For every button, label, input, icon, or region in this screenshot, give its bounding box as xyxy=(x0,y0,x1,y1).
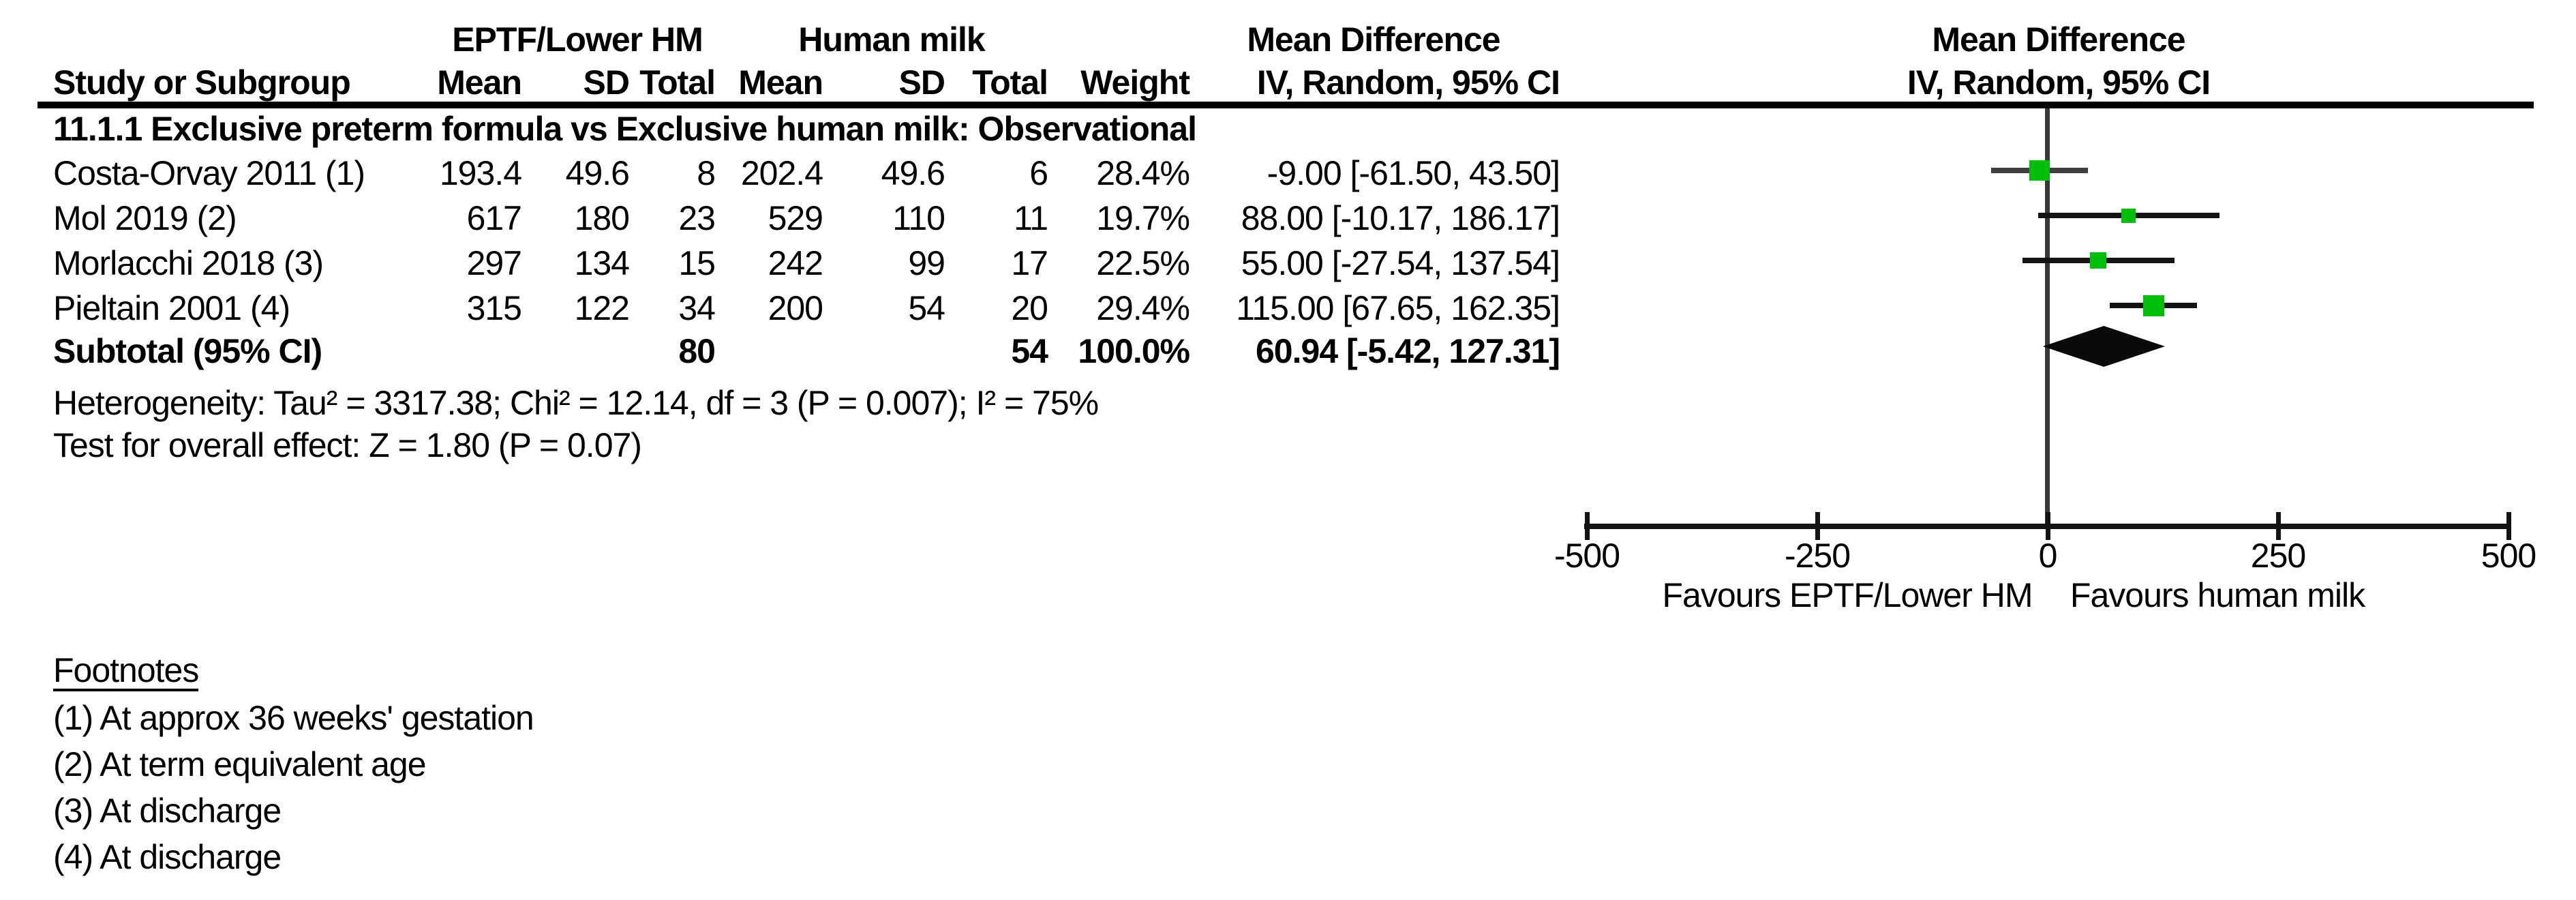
subtotal-label: Subtotal (95% CI) xyxy=(53,332,322,370)
cell-mean2: 242 xyxy=(768,244,823,282)
cell-weight: 29.4% xyxy=(1096,289,1190,327)
footnotes-title: Footnotes xyxy=(53,653,199,691)
axis-tick-label: -500 xyxy=(1554,537,1620,575)
col-header-weight: Weight xyxy=(1080,63,1190,102)
col-header-ci-plot: IV, Random, 95% CI xyxy=(1907,63,2211,102)
cell-mean1: 617 xyxy=(466,199,522,237)
cell-mean2: 529 xyxy=(768,199,823,237)
study-name: Costa-Orvay 2011 (1) xyxy=(53,154,365,192)
cell-total1: 23 xyxy=(678,199,716,237)
group1-header: EPTF/Lower HM xyxy=(452,20,703,59)
cell-ci_text: 88.00 [-10.17, 186.17] xyxy=(1241,199,1560,237)
cell-sd2: 49.6 xyxy=(881,154,945,192)
header-divider-rule xyxy=(37,102,2534,108)
study-name: Pieltain 2001 (4) xyxy=(53,289,290,327)
subtotal-diamond xyxy=(2042,326,2166,367)
cell-sd1: 180 xyxy=(574,199,630,237)
cell-mean1: 297 xyxy=(466,244,522,282)
cell-total2: 20 xyxy=(1011,289,1048,327)
footnote-item: (1) At approx 36 weeks' gestation xyxy=(53,699,534,737)
cell-ci_text: -9.00 [-61.50, 43.50] xyxy=(1267,154,1560,192)
effect-measure-header-text-column: Mean Difference xyxy=(1247,20,1500,59)
col-header-mean2: Mean xyxy=(738,63,823,102)
subtotal-weight: 100.0% xyxy=(1078,332,1190,370)
col-header-total1: Total xyxy=(639,63,716,102)
effect-measure-header-plot-column: Mean Difference xyxy=(1932,20,2185,59)
axis-tick-label: 500 xyxy=(2481,537,2536,575)
cell-total1: 15 xyxy=(678,244,716,282)
axis-tick xyxy=(2506,512,2511,540)
overall-effect-test: Test for overall effect: Z = 1.80 (P = 0… xyxy=(53,426,642,464)
footnote-item: (4) At discharge xyxy=(53,838,282,876)
subtotal-total1: 80 xyxy=(678,332,716,370)
axis-tick-label: -250 xyxy=(1784,537,1851,575)
cell-ci_text: 115.00 [67.65, 162.35] xyxy=(1236,289,1560,327)
effect-marker-square xyxy=(2121,208,2136,223)
subgroup-title: 11.1.1 Exclusive preterm formula vs Excl… xyxy=(53,110,1197,148)
col-header-sd1: SD xyxy=(583,63,630,102)
cell-sd2: 110 xyxy=(892,199,945,237)
cell-mean1: 193.4 xyxy=(439,154,522,192)
cell-mean1: 315 xyxy=(466,289,522,327)
cell-total2: 6 xyxy=(1029,154,1048,192)
col-header-total2: Total xyxy=(972,63,1048,102)
cell-sd1: 134 xyxy=(574,244,630,282)
study-name: Morlacchi 2018 (3) xyxy=(53,244,324,282)
group2-header: Human milk xyxy=(798,20,985,59)
study-name: Mol 2019 (2) xyxy=(53,199,237,237)
cell-total2: 17 xyxy=(1011,244,1048,282)
cell-total1: 8 xyxy=(697,154,716,192)
cell-ci_text: 55.00 [-27.54, 137.54] xyxy=(1241,244,1560,282)
heterogeneity-stats: Heterogeneity: Tau² = 3317.38; Chi² = 12… xyxy=(53,384,1099,422)
axis-tick-label: 0 xyxy=(2038,537,2058,575)
footnote-item: (3) At discharge xyxy=(53,792,282,830)
axis-tick xyxy=(2045,512,2050,540)
effect-marker-square xyxy=(2029,160,2050,181)
favours-left-label: Favours EPTF/Lower HM xyxy=(1662,576,2033,614)
axis-tick-label: 250 xyxy=(2250,537,2306,575)
favours-right-label: Favours human milk xyxy=(2070,576,2365,614)
subtotal-ci: 60.94 [-5.42, 127.31] xyxy=(1256,332,1560,370)
col-header-ci-text: IV, Random, 95% CI xyxy=(1256,63,1560,102)
cell-mean2: 202.4 xyxy=(740,154,823,192)
axis-tick xyxy=(1584,512,1590,540)
cell-sd2: 54 xyxy=(908,289,945,327)
cell-weight: 28.4% xyxy=(1096,154,1190,192)
cell-total1: 34 xyxy=(678,289,716,327)
col-header-sd2: SD xyxy=(898,63,945,102)
axis-tick xyxy=(2275,512,2281,540)
col-header-study: Study or Subgroup xyxy=(53,63,351,102)
cell-sd1: 122 xyxy=(574,289,630,327)
axis-tick xyxy=(1815,512,1820,540)
footnote-item: (2) At term equivalent age xyxy=(53,745,427,783)
effect-marker-square xyxy=(2090,252,2107,269)
cell-sd2: 99 xyxy=(908,244,945,282)
zero-reference-line xyxy=(2045,108,2050,524)
cell-weight: 22.5% xyxy=(1096,244,1190,282)
cell-weight: 19.7% xyxy=(1096,199,1190,237)
col-header-mean1: Mean xyxy=(437,63,522,102)
subtotal-total2: 54 xyxy=(1011,332,1048,370)
cell-mean2: 200 xyxy=(768,289,823,327)
effect-marker-square xyxy=(2142,295,2164,316)
cell-sd1: 49.6 xyxy=(565,154,630,192)
cell-total2: 11 xyxy=(1014,199,1048,237)
